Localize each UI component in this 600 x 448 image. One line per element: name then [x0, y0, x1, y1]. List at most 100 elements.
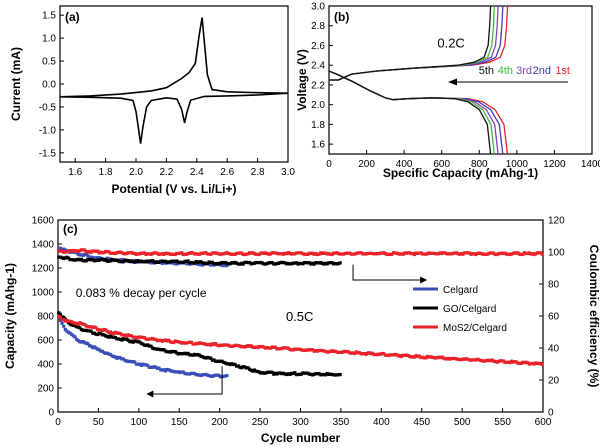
- data-point: [196, 252, 200, 256]
- data-point: [205, 355, 210, 360]
- data-point: [521, 252, 525, 257]
- data-point: [157, 366, 161, 370]
- data-point: [78, 249, 82, 253]
- data-point: [62, 324, 66, 328]
- data-point: [341, 252, 345, 256]
- data-point: [138, 259, 142, 263]
- data-point: [138, 335, 142, 339]
- data-point: [99, 349, 103, 353]
- data-point: [70, 323, 74, 327]
- data-point: [78, 321, 82, 325]
- data-point: [487, 251, 491, 256]
- data-point: [196, 342, 200, 346]
- data-point: [244, 366, 248, 370]
- chart-c: 0 50 100 150 200 250 300 350 400 450 500 550 6000200…: [3, 216, 600, 446]
- data-point: [84, 250, 88, 254]
- data-point: [126, 359, 130, 364]
- 2-ytick-label: 600: [37, 336, 54, 347]
- data-point: [513, 360, 517, 364]
- data-point: [108, 334, 113, 338]
- data-point: [251, 345, 255, 349]
- charge-curve-3rd: [329, 6, 499, 81]
- data-point: [341, 350, 345, 354]
- data-point: [254, 345, 258, 349]
- data-point: [225, 251, 229, 255]
- data-point: [322, 262, 326, 266]
- chart-a: 1.6 1.8 2.0 2.2 2.4 2.6 2.8 3.0 1.5 1.0 0.5 0.0 -0.5…: [9, 5, 295, 196]
- rate-label-c: 0.5C: [286, 309, 313, 324]
- 1-ytick-label: 2.4: [311, 61, 325, 72]
- data-point: [73, 335, 77, 339]
- data-point: [60, 321, 64, 325]
- 0-ytick-label: 0.5: [42, 57, 56, 68]
- data-point: [251, 251, 255, 255]
- rate-label-b: 0.2C: [437, 35, 464, 50]
- data-point: [236, 344, 240, 348]
- data-point: [235, 364, 239, 368]
- chart-b: 0 200 400 600 800 1000 1200 1400 3.0 2.8 2.6 2.4 2.2…: [295, 2, 600, 181]
- data-point: [186, 262, 190, 266]
- 2-ytick-label: 0: [48, 408, 54, 419]
- 1-xtick-label: 1400: [581, 159, 600, 170]
- data-point: [332, 262, 336, 266]
- data-point: [283, 251, 287, 255]
- data-point: [496, 252, 501, 256]
- 1-xtick-label: 1200: [543, 159, 566, 170]
- data-point: [160, 339, 164, 343]
- data-point: [108, 259, 113, 263]
- data-point: [254, 260, 258, 265]
- data-point: [160, 252, 164, 256]
- data-point: [181, 370, 185, 374]
- data-point: [202, 342, 206, 346]
- data-point: [419, 251, 423, 255]
- data-point: [105, 259, 109, 263]
- data-point: [147, 344, 151, 348]
- 2-xtick-label: 0: [55, 417, 61, 428]
- 1-xtick-label: 600: [433, 159, 450, 170]
- data-point: [60, 256, 64, 260]
- data-point: [62, 315, 66, 320]
- data-point: [526, 361, 530, 365]
- chart-c-ytick-right-label: 120: [548, 216, 565, 227]
- data-point: [58, 312, 62, 316]
- data-point: [105, 250, 109, 254]
- panel-label-b: (b): [334, 10, 349, 24]
- 2-xtick-label: 500: [454, 417, 471, 428]
- data-point: [236, 364, 240, 368]
- data-point: [118, 250, 122, 254]
- data-point: [264, 251, 268, 255]
- data-point: [160, 259, 164, 263]
- chart-a-ylabel: Current (mA): [9, 47, 23, 121]
- data-point: [429, 251, 433, 255]
- 1-xtick-label: 0: [326, 159, 332, 170]
- data-point: [157, 252, 161, 256]
- data-point: [167, 350, 171, 354]
- data-point: [79, 248, 83, 252]
- data-point: [293, 261, 297, 265]
- data-point: [273, 262, 277, 266]
- chart-c-ytick-right-label: 60: [548, 312, 560, 323]
- data-point: [223, 264, 227, 268]
- data-point: [96, 249, 100, 253]
- 1-ytick-label: 1.8: [311, 120, 325, 131]
- data-point: [84, 324, 88, 328]
- data-point: [409, 252, 413, 256]
- data-point: [181, 352, 185, 356]
- data-point: [94, 326, 98, 330]
- data-point: [223, 361, 227, 365]
- data-point: [390, 353, 394, 357]
- data-point: [112, 355, 116, 359]
- chart-c-ylabel-right: Coulombic efficiency (%): [587, 245, 600, 388]
- chart-c-ytick-right-label: 20: [548, 376, 560, 387]
- data-point: [302, 261, 307, 265]
- data-point: [186, 372, 190, 376]
- data-point: [293, 371, 297, 375]
- cycle-label-2nd: 2nd: [533, 65, 551, 77]
- data-point: [293, 347, 297, 351]
- data-point: [128, 340, 132, 344]
- data-point: [448, 357, 452, 361]
- data-point: [105, 329, 109, 333]
- data-point: [139, 335, 143, 339]
- chart-c-ytick-right-label: 40: [548, 344, 560, 355]
